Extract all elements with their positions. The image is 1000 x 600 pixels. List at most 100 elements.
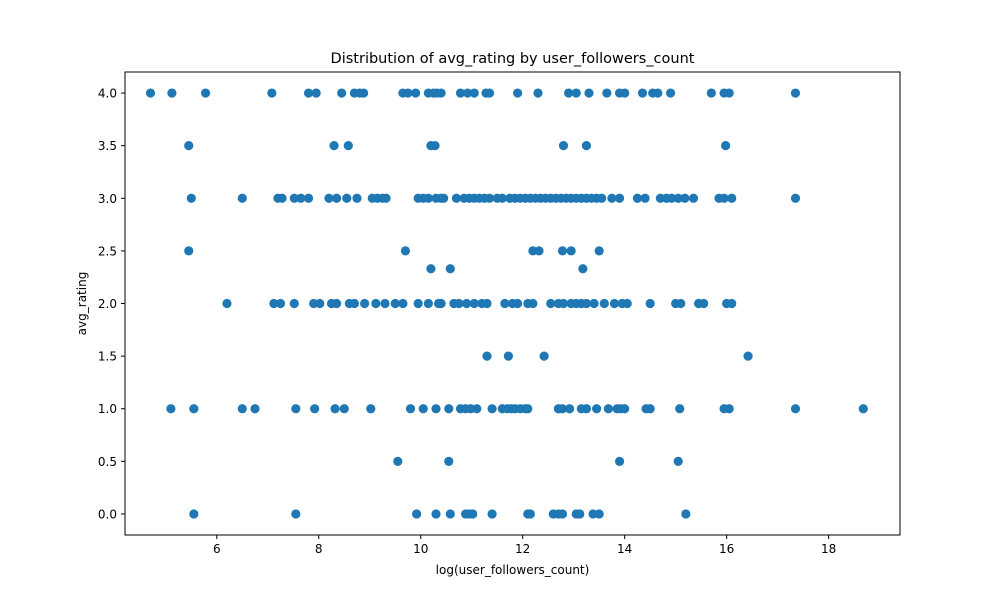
data-point (468, 509, 478, 519)
data-point (184, 141, 194, 151)
data-point (296, 193, 306, 203)
data-point (329, 141, 339, 151)
data-point (455, 88, 466, 98)
data-point (405, 404, 416, 414)
data-point (291, 404, 301, 414)
data-point (426, 264, 436, 274)
data-point (289, 193, 299, 203)
data-point (166, 404, 176, 414)
data-point (339, 404, 349, 414)
data-point (673, 456, 683, 466)
data-point (592, 404, 602, 414)
data-point (189, 404, 199, 414)
x-tick-label: 12 (515, 542, 530, 556)
data-point (418, 404, 428, 414)
data-point (599, 298, 609, 309)
data-point (558, 141, 569, 151)
data-point (637, 88, 648, 98)
data-point (237, 404, 247, 414)
data-point (727, 298, 737, 309)
data-point (645, 298, 655, 309)
data-point (275, 298, 286, 309)
data-point (337, 88, 347, 98)
data-point (472, 404, 482, 414)
data-point (603, 404, 613, 414)
data-point (578, 264, 588, 274)
data-point (557, 246, 568, 256)
data-point (724, 404, 734, 414)
data-point (675, 404, 685, 414)
data-point (324, 193, 334, 203)
data-point (342, 193, 352, 203)
data-point (632, 193, 643, 203)
data-point (444, 404, 454, 414)
data-point (303, 88, 314, 98)
data-point (439, 193, 449, 203)
data-point (609, 298, 620, 309)
data-point (575, 509, 585, 519)
data-point (311, 88, 321, 98)
data-point (303, 193, 314, 203)
data-point (581, 404, 592, 414)
data-point (533, 88, 543, 98)
data-point (413, 298, 423, 309)
data-point (487, 404, 497, 414)
data-point (622, 298, 632, 309)
data-point (393, 456, 403, 466)
data-point (620, 404, 630, 414)
y-tick-label: 2.0 (98, 297, 117, 311)
data-point (469, 88, 479, 98)
data-point (597, 193, 607, 203)
data-point (184, 246, 194, 256)
data-point (332, 193, 342, 203)
data-point (250, 404, 260, 414)
data-point (445, 509, 455, 519)
data-point (482, 298, 492, 309)
y-axis: 0.0 0.5 1.0 1.5 2.0 2.5 3.0 3.5 4.0 (98, 87, 125, 521)
data-point (343, 141, 353, 151)
y-axis-label: avg_rating (75, 272, 89, 336)
data-point (289, 298, 299, 309)
data-point (790, 88, 801, 98)
data-point (423, 193, 433, 203)
data-point (398, 298, 408, 309)
y-tick-label: 2.5 (98, 244, 117, 258)
data-point (557, 404, 568, 414)
data-point (539, 351, 549, 361)
data-point (366, 404, 376, 414)
data-point (411, 88, 421, 98)
data-point (267, 88, 277, 98)
data-point (719, 193, 729, 203)
data-point (487, 509, 497, 519)
y-tick-label: 4.0 (98, 87, 117, 101)
data-point (167, 88, 177, 98)
data-point (558, 298, 569, 309)
data-point (436, 298, 446, 309)
data-point (565, 404, 575, 414)
data-point (858, 404, 868, 414)
data-point (721, 141, 731, 151)
x-tick-label: 18 (821, 542, 836, 556)
data-point (523, 404, 533, 414)
data-point (607, 193, 617, 203)
data-point (513, 88, 523, 98)
data-point (571, 88, 581, 98)
y-tick-label: 0.0 (98, 507, 117, 521)
data-point (699, 298, 709, 309)
data-point (589, 298, 599, 309)
x-tick-label: 10 (413, 542, 428, 556)
data-point (681, 509, 691, 519)
data-point (454, 298, 464, 309)
data-point (528, 298, 538, 309)
data-point (390, 298, 400, 309)
data-point (403, 88, 413, 98)
x-tick-label: 6 (213, 542, 221, 556)
data-point (330, 404, 340, 414)
data-point (310, 404, 320, 414)
x-tick-label: 14 (617, 542, 632, 556)
x-tick-label: 8 (315, 542, 323, 556)
data-point (688, 193, 699, 203)
data-point (557, 509, 568, 519)
data-point (371, 298, 381, 309)
